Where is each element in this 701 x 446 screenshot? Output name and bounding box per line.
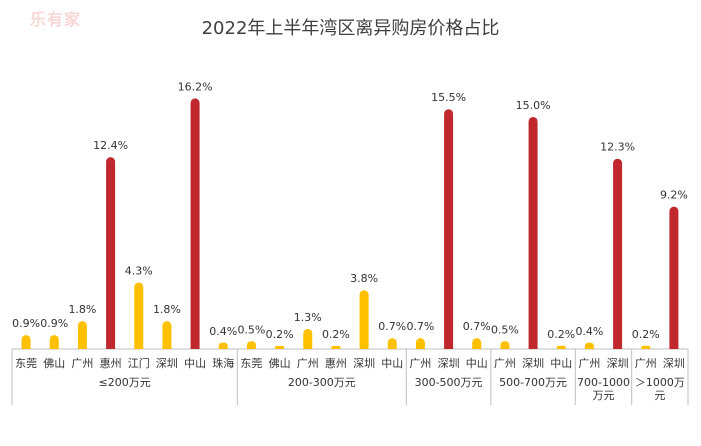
data-label: 0.2% [266,328,294,341]
data-label: 0.7% [406,320,434,333]
category-label: 深圳 [663,357,685,370]
data-label: 0.2% [632,328,660,341]
bar [21,335,31,349]
bar [387,338,397,349]
category-label: 中山 [550,357,572,370]
group-label: 500-700万元 [499,376,567,389]
data-label: 0.5% [237,323,265,336]
data-label: 0.4% [575,325,603,338]
bar [331,345,341,349]
category-label: 深圳 [522,357,544,370]
watermark-logo: 乐有家 [30,10,82,29]
bar [472,338,482,349]
bar [275,345,285,349]
data-label: 0.4% [209,325,237,338]
category-label: 广州 [494,357,516,370]
category-label: 广州 [297,357,319,370]
bar [106,157,116,349]
bar [49,335,59,349]
category-label: 中山 [184,357,206,370]
category-label: 深圳 [607,357,629,370]
category-label: 东莞 [15,357,37,370]
category-label: 深圳 [438,357,460,370]
data-label: 1.8% [68,303,96,316]
category-label: 中山 [381,357,403,370]
group-label: 万元 [593,389,615,402]
bar [613,158,623,349]
data-label: 0.5% [491,323,519,336]
bar [359,290,369,349]
chart-title: 2022年上半年湾区离异购房价格占比 [201,18,500,39]
bar [190,98,200,349]
data-label: 4.3% [125,264,153,277]
bar [303,328,313,349]
bar [556,345,566,349]
category-label: 珠海 [212,356,234,370]
bar [500,341,510,349]
data-label: 15.5% [431,91,466,104]
bar [218,342,228,349]
group-label: 元 [654,389,665,402]
data-label: 0.2% [322,328,350,341]
category-label: 江门 [128,356,150,370]
bar [641,345,651,349]
data-label: 0.7% [378,320,406,333]
category-label: 惠州 [325,356,347,370]
category-label: 深圳 [156,357,178,370]
category-label: 广州 [409,357,431,370]
data-label: 0.7% [463,320,491,333]
data-label: 15.0% [516,99,551,112]
bar [669,206,679,349]
data-label: 1.8% [153,303,181,316]
category-label: 广州 [71,357,93,370]
category-label: 深圳 [353,357,375,370]
bar [134,282,144,349]
data-label: 0.2% [547,328,575,341]
category-label: 惠州 [100,356,122,370]
bar [162,321,172,349]
bar [584,342,594,349]
category-label: 佛山 [43,357,65,370]
data-label: 0.9% [40,317,68,330]
group-label: 200-300万元 [288,376,356,389]
bar [77,321,87,349]
bar [246,341,256,349]
group-label: ＞1000万 [635,376,685,389]
data-label: 3.8% [350,272,378,285]
category-label: 东莞 [240,357,262,370]
category-label: 广州 [635,357,657,370]
data-label: 1.3% [294,311,322,324]
group-label: 700-1000 [577,376,630,389]
category-label: 广州 [578,357,600,370]
data-label: 12.3% [600,141,635,154]
category-label: 佛山 [269,357,291,370]
bar [528,116,538,349]
bar [444,109,454,349]
category-label: 中山 [466,357,488,370]
data-label: 12.4% [93,139,128,152]
group-label: ≤200万元 [99,376,151,389]
bar [415,338,425,349]
group-label: 300-500万元 [415,376,483,389]
data-label: 9.2% [660,189,688,202]
data-label: 0.9% [12,317,40,330]
data-label: 16.2% [178,80,213,93]
